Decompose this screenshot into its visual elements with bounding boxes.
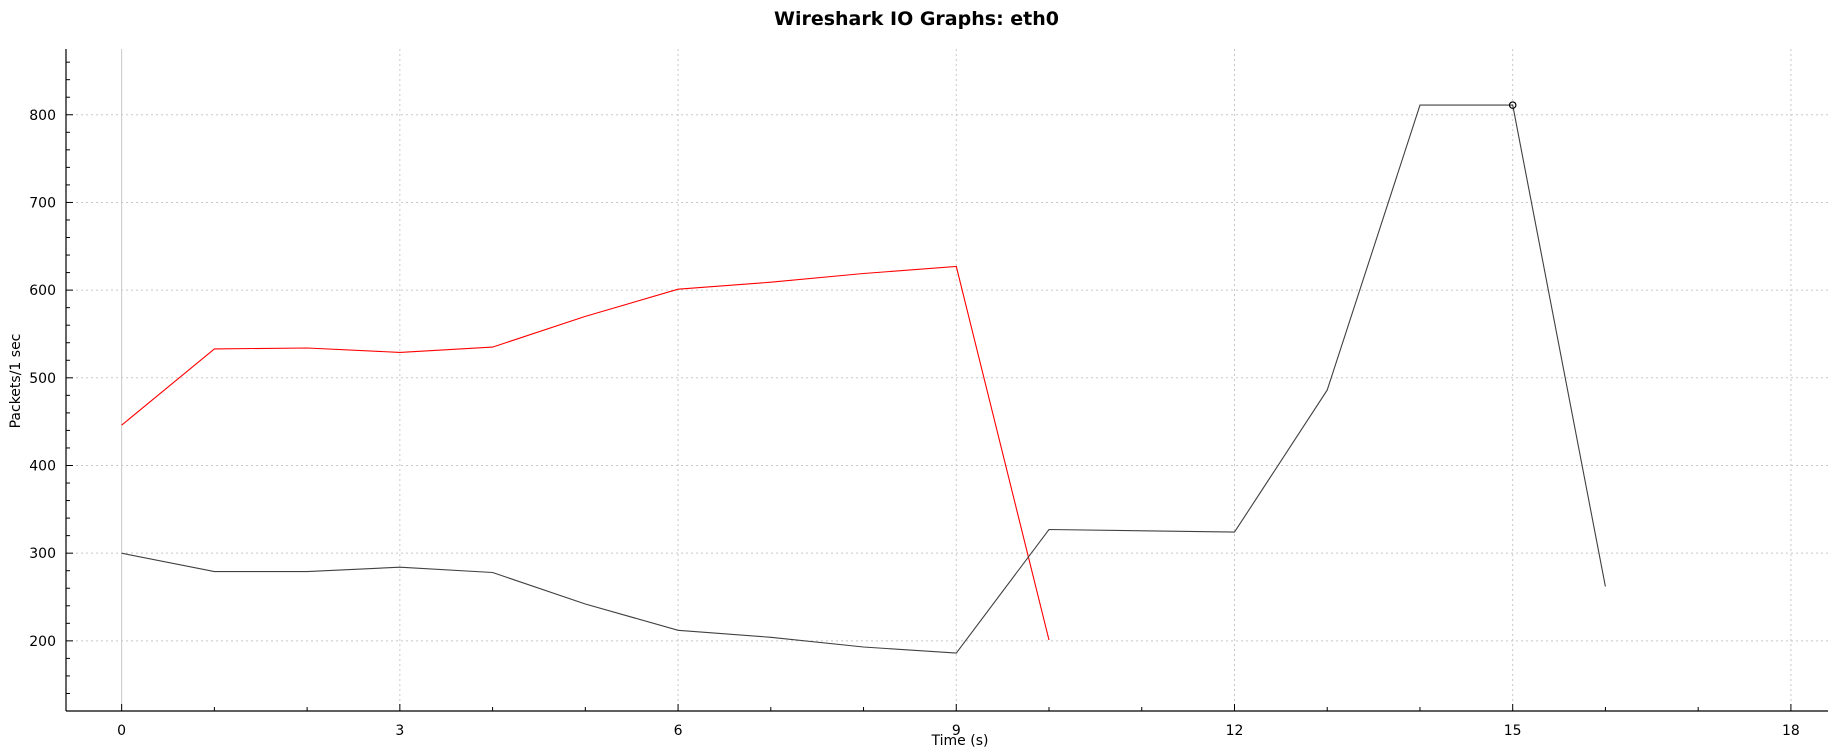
series-lines: [121, 101, 1606, 654]
y-tick-label: 700: [29, 195, 56, 211]
x-tick-label: 18: [1782, 723, 1800, 739]
x-tick-label: 0: [117, 723, 126, 739]
x-tick-label: 6: [674, 723, 683, 739]
y-tick-label: 300: [29, 546, 56, 562]
x-tick-label: 15: [1504, 723, 1522, 739]
tick-labels: 0 3 6 9 12 15 18 200 300 400 500 600 700 800: [29, 108, 1800, 739]
x-axis-label: Time (s): [931, 733, 989, 749]
y-tick-label: 800: [29, 108, 56, 124]
x-tick-label: 3: [395, 723, 404, 739]
series-line-1: [121, 265, 1050, 641]
series-line-2: [121, 104, 1606, 654]
grid-lines: [66, 49, 1828, 711]
y-tick-label: 600: [29, 283, 56, 299]
y-tick-label: 400: [29, 458, 56, 474]
y-tick-label: 200: [29, 634, 56, 650]
axes: [65, 49, 1828, 712]
x-tick-label: 12: [1226, 723, 1244, 739]
y-tick-label: 500: [29, 371, 56, 387]
selected-point-marker[interactable]: [1508, 101, 1517, 109]
y-axis-label: Packets/1 sec: [8, 334, 24, 429]
chart-title: Wireshark IO Graphs: eth0: [774, 8, 1059, 30]
x-tick-label: 9: [952, 723, 961, 739]
